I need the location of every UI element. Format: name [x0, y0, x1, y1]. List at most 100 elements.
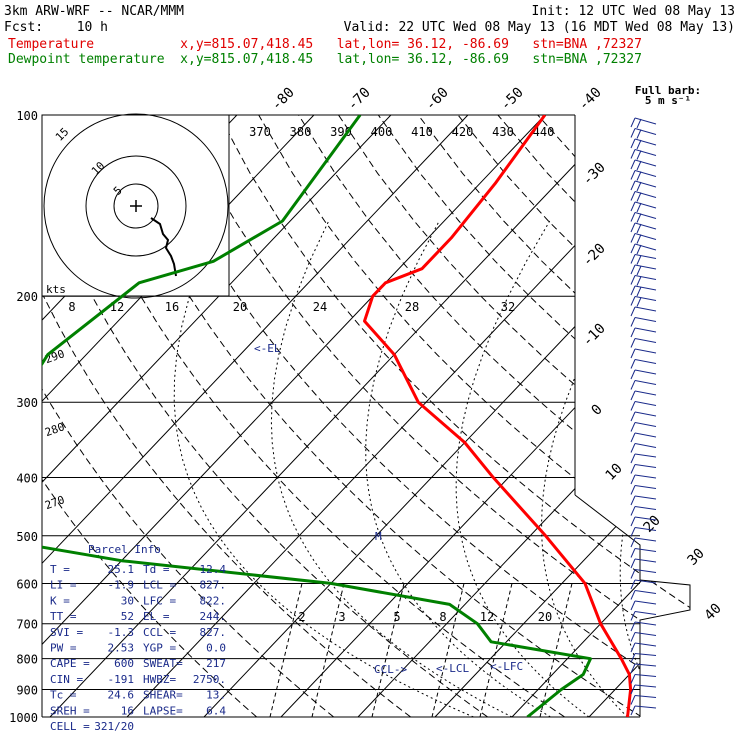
wind-barb-shaft [634, 642, 657, 647]
wind-barb [630, 327, 657, 338]
wind-barb [630, 600, 657, 611]
parcel-value: -1.9 [108, 579, 135, 592]
wind-barb-shaft [634, 453, 657, 458]
wind-barb [630, 285, 657, 297]
wind-barb-shaft [634, 464, 657, 468]
wind-barb-shaft [634, 474, 657, 479]
parcel-info-row: TT = 52 EL = 244. [50, 610, 226, 623]
wind-barb-flag [630, 663, 636, 674]
wind-barb [630, 128, 657, 139]
parcel-value: 600 [114, 657, 134, 670]
wind-barb [630, 359, 657, 369]
parcel-value: 0.0 [206, 642, 226, 655]
wind-barb [630, 401, 657, 411]
dry-adiabat-line [537, 115, 690, 717]
isotherm-line [588, 115, 690, 717]
isotherm-line [280, 115, 690, 717]
wind-barb-flag [630, 674, 636, 684]
wind-barb [630, 380, 657, 390]
parcel-label: LAPSE= [143, 704, 183, 717]
wind-barb [630, 243, 657, 255]
wind-barb-flag [630, 590, 636, 600]
parcel-info-row: CELL = 321/20 [50, 720, 134, 733]
wind-barb [630, 558, 657, 569]
wind-barb-shaft [634, 285, 657, 291]
parcel-info-row: SREH = 16 LAPSE= 6.4 [50, 704, 226, 717]
wind-barb-shaft [634, 516, 657, 521]
parcel-label: SWEAT= [143, 657, 183, 670]
wind-barb-flag [636, 139, 642, 150]
theta-left-label: 270 [43, 493, 66, 512]
wind-barb-shaft [634, 558, 657, 563]
wind-barb [630, 653, 657, 663]
dewpoint-legend: Dewpoint temperature x,y=815.07,418.45 l… [8, 52, 642, 67]
hodograph-ring-10 [85, 155, 187, 257]
parcel-value: 321/20 [94, 720, 134, 733]
isotherm-label: 30 [685, 546, 708, 569]
dry-adiabat-line [42, 115, 335, 717]
wind-barb-flag [636, 286, 642, 297]
wind-barb [630, 495, 657, 506]
mixing-ratio-bottom-label: 5 [393, 610, 400, 624]
wind-barb-shaft [634, 138, 657, 146]
theta-label: 420 [452, 125, 474, 139]
wind-barb-shaft [634, 705, 657, 709]
dry-adiabat-line [417, 115, 690, 717]
wind-barb [630, 632, 657, 642]
wind-barb-shaft [634, 222, 657, 230]
wind-barb-shaft [634, 527, 657, 531]
wind-barb-shaft [634, 411, 657, 417]
parcel-label: SVI = [50, 626, 83, 639]
parcel-value: 6.4 [206, 704, 226, 717]
wind-barb [630, 663, 657, 674]
wind-barb-shaft [634, 264, 657, 270]
mixing-ratio-line [539, 583, 573, 717]
wind-barb-flag [636, 223, 642, 234]
wind-barb-shaft [634, 170, 657, 177]
wind-barb [630, 296, 657, 307]
wind-barb-flag [630, 422, 636, 432]
wind-barb-flag [630, 254, 636, 264]
ccl-marker: CCL-> [374, 663, 407, 676]
theta-label: 440 [533, 125, 555, 139]
wind-barb [630, 485, 657, 495]
theta-label: 400 [371, 125, 393, 139]
isotherm-line [42, 115, 392, 717]
wind-barb-flag [630, 527, 636, 537]
wind-barb [630, 233, 657, 244]
isotherm-label: -10 [580, 321, 609, 350]
mixing-ratio-line [479, 583, 513, 717]
parcel-label: HWBZ= [143, 673, 176, 686]
parcel-value: 822. [200, 594, 227, 607]
hodograph: 15 10 5 kts [41, 113, 230, 299]
wind-barb-flag [630, 537, 636, 548]
wind-barb-flag [630, 453, 636, 464]
wind-barb-flag [630, 632, 636, 642]
parcel-label: K = [50, 594, 70, 607]
parcel-label: CAPE = [50, 657, 90, 670]
hodograph-trace [150, 217, 177, 277]
moist-adiabat-line [688, 220, 690, 717]
init-time: Init: 12 UTC Wed 08 May 13 [532, 4, 736, 19]
mixing-ratio-bottom-label: 12 [480, 610, 494, 624]
wind-barb-flag [630, 149, 636, 159]
wind-barb-title: Full barb: [635, 84, 701, 97]
wind-barb-flag [630, 464, 636, 474]
wind-barb-shaft [634, 128, 657, 135]
wind-barb [630, 338, 657, 348]
wind-barb-shaft [634, 327, 657, 333]
wind-barb-shaft [634, 306, 657, 312]
isotherm-line [357, 115, 690, 717]
wind-barb [630, 548, 657, 558]
wind-barb [630, 369, 657, 380]
moist-adiabat-line [541, 220, 661, 717]
wind-barb-shaft [634, 422, 657, 427]
parcel-value: -1.3 [108, 626, 135, 639]
parcel-label: CCL = [143, 626, 176, 639]
wind-barb-shaft [634, 180, 657, 188]
isotherm-line [42, 115, 546, 717]
wind-barb-flag [630, 516, 636, 527]
wind-barb-shaft [634, 338, 657, 343]
wind-barb [630, 422, 657, 432]
